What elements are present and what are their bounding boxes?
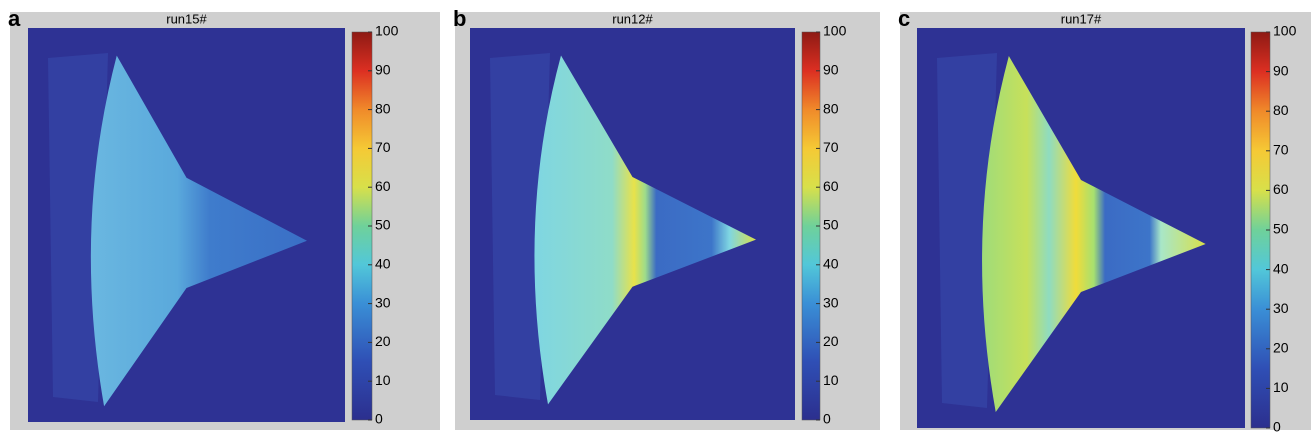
colorbar-tick-label: 40 xyxy=(375,256,391,272)
shadow-region xyxy=(937,53,997,408)
colorbar-tick-label: 80 xyxy=(1273,102,1289,118)
colorbar-tick-label: 50 xyxy=(823,217,839,233)
shadow-region xyxy=(490,53,550,400)
colorbar-tick-label: 40 xyxy=(1273,260,1289,276)
panel-title: run15# xyxy=(166,11,207,26)
colorbar-tick-label: 50 xyxy=(375,217,391,233)
colorbar-tick-label: 70 xyxy=(1273,142,1289,158)
colorbar-tick-label: 0 xyxy=(375,411,383,427)
colorbar-tick-label: 60 xyxy=(375,178,391,194)
colorbar-tick-label: 80 xyxy=(823,100,839,116)
colorbar-tick-label: 100 xyxy=(823,23,847,39)
colorbar-tick-label: 100 xyxy=(375,23,399,39)
panel-label: b xyxy=(453,6,466,31)
cone-shape xyxy=(534,55,756,405)
colorbar-tick-label: 70 xyxy=(823,139,839,155)
colorbar-tick-label: 60 xyxy=(823,178,839,194)
colorbar-tick-label: 10 xyxy=(1273,379,1289,395)
colorbar-tick-label: 50 xyxy=(1273,221,1289,237)
panel-label: a xyxy=(8,6,21,31)
colorbar-tick-label: 10 xyxy=(375,372,391,388)
cone-shape xyxy=(90,55,307,407)
colorbar-tick-label: 0 xyxy=(1273,419,1281,435)
colorbar-tick-label: 30 xyxy=(1273,300,1289,316)
colorbar-tick-label: 90 xyxy=(375,62,391,78)
colorbar-tick-label: 20 xyxy=(375,333,391,349)
colorbar-tick-label: 100 xyxy=(1273,23,1297,39)
colorbar-tick-label: 40 xyxy=(823,256,839,272)
colorbar-tick-label: 90 xyxy=(823,62,839,78)
colorbar-tick-label: 0 xyxy=(823,411,831,427)
colorbar-tick-label: 10 xyxy=(823,372,839,388)
colorbar-tick-label: 30 xyxy=(823,294,839,310)
panel-label: c xyxy=(898,6,910,31)
colorbar-tick-label: 20 xyxy=(1273,340,1289,356)
panel-title: run12# xyxy=(612,11,653,26)
colorbar-tick-label: 20 xyxy=(823,333,839,349)
panel-title: run17# xyxy=(1061,11,1102,26)
colorbar-tick-label: 70 xyxy=(375,139,391,155)
colorbar-tick-label: 30 xyxy=(375,294,391,310)
colorbar-tick-label: 90 xyxy=(1273,62,1289,78)
colorbar-tick-label: 80 xyxy=(375,100,391,116)
cone-shape xyxy=(982,56,1206,412)
colorbar-tick-label: 60 xyxy=(1273,181,1289,197)
